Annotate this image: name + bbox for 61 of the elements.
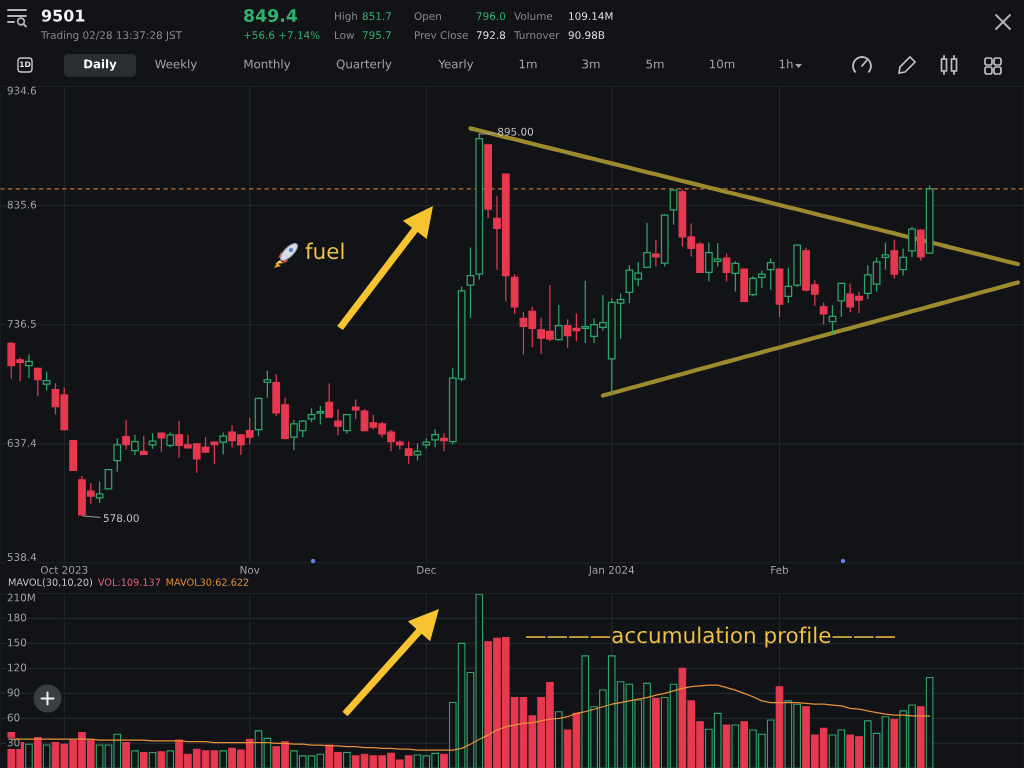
y-tick-label: 150 (8, 638, 27, 647)
text: Open (414, 12, 441, 23)
text: Turnover (513, 31, 560, 40)
y-tick-label: 736.5 (7, 319, 36, 328)
annotation: ————accumulation profile——— (526, 626, 896, 648)
bar (157, 751, 166, 768)
x-tick-label: Dec (417, 566, 436, 574)
text: 795.7 (362, 31, 391, 40)
text: 10m (710, 59, 735, 69)
text: 851.7 (362, 12, 391, 21)
text: Monthly (244, 59, 291, 71)
bar (890, 718, 899, 768)
text: Prev Close (415, 30, 468, 40)
text: 5m (646, 59, 664, 69)
text: 1m (519, 59, 537, 69)
y-tick-label: 120 (8, 663, 27, 672)
bar (740, 721, 749, 768)
y-tick-label: 30 (7, 738, 20, 747)
text: MAVOL30:62.622 (166, 578, 249, 586)
y-tick-label: 60 (7, 713, 20, 722)
bar (122, 742, 130, 768)
y-tick-label: 180 (8, 613, 27, 622)
text: Volume (514, 11, 553, 21)
text: Low (335, 31, 355, 40)
y-tick-label: 538.4 (7, 553, 37, 561)
text: Daily (84, 59, 117, 71)
annotation: 578.00 (103, 514, 139, 523)
bar (652, 697, 660, 768)
bar (139, 752, 148, 768)
annotation: 895.00 (498, 127, 534, 136)
annotation: fuel (305, 242, 344, 260)
chart-title: MAVOL(30,10,20) (8, 578, 93, 587)
bar (440, 753, 448, 768)
x-tick-label: Jan 2024 (588, 565, 635, 576)
text: 109.14M (569, 12, 613, 21)
text: Weekly (155, 59, 197, 71)
y-tick-label: 835.6 (7, 200, 37, 209)
y-tick-label: 637.4 (7, 439, 37, 447)
text: 792.8 (476, 31, 506, 40)
text: +56.6 +7.14% (244, 31, 320, 40)
text: 3m (582, 59, 600, 69)
text: 849.4 (244, 8, 298, 23)
x-tick-label: Oct 2023 (40, 565, 88, 574)
x-tick-label: Feb (771, 565, 789, 574)
bar (722, 724, 731, 768)
text: 796.0 (476, 12, 506, 21)
text: Quarterly (336, 59, 392, 71)
bar (33, 737, 42, 768)
y-tick-label: 210M (7, 593, 35, 602)
text: Trading 02/28 13:37:28 JST (40, 30, 183, 42)
text: 90.98B (568, 31, 605, 40)
bar (775, 686, 784, 768)
y-tick-label: 90 (7, 688, 20, 697)
text: Yearly (438, 59, 474, 71)
text: VOL:109.137 (97, 578, 161, 586)
y-tick-label: 934.6 (7, 86, 37, 95)
text: 9501 (41, 9, 85, 22)
text: High (335, 11, 358, 23)
x-tick-label: Nov (240, 566, 260, 574)
text: 1h (779, 59, 793, 69)
bar (916, 706, 925, 768)
